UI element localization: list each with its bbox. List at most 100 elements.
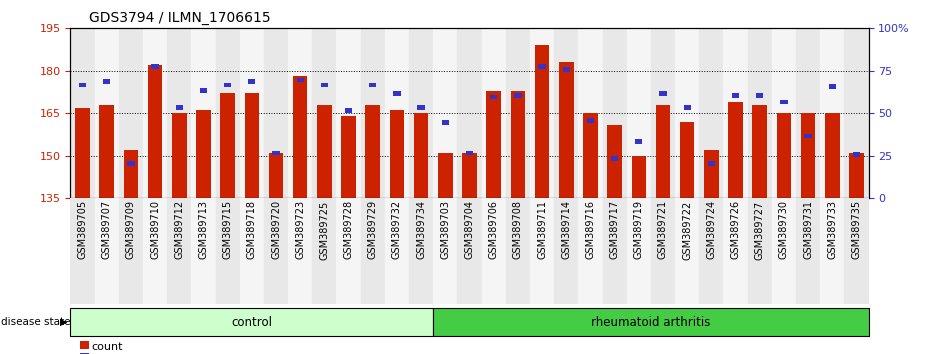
Bar xyxy=(530,198,554,304)
Bar xyxy=(297,78,304,82)
Text: GDS3794 / ILMN_1706615: GDS3794 / ILMN_1706615 xyxy=(89,11,270,25)
Bar xyxy=(288,198,313,304)
Bar xyxy=(128,161,134,166)
Text: GSM389711: GSM389711 xyxy=(537,200,547,259)
Bar xyxy=(731,93,739,98)
Bar xyxy=(418,105,424,109)
Text: GSM389735: GSM389735 xyxy=(852,200,861,259)
Bar xyxy=(747,28,772,198)
Bar xyxy=(723,28,747,198)
Bar xyxy=(801,113,815,198)
Text: GSM389733: GSM389733 xyxy=(827,200,838,259)
Bar xyxy=(608,125,622,198)
Bar xyxy=(772,198,796,304)
Bar xyxy=(659,91,667,96)
Bar xyxy=(655,105,670,198)
Bar xyxy=(853,152,860,157)
Bar xyxy=(409,198,433,304)
Bar xyxy=(700,198,723,304)
Bar xyxy=(390,110,404,198)
Text: GSM389721: GSM389721 xyxy=(658,200,668,259)
Bar xyxy=(248,79,255,84)
Bar xyxy=(361,28,385,198)
Bar xyxy=(796,198,820,304)
Bar xyxy=(635,139,642,143)
Bar xyxy=(192,28,216,198)
Bar xyxy=(216,28,239,198)
Text: GSM389713: GSM389713 xyxy=(198,200,208,259)
Bar xyxy=(439,153,453,198)
Bar xyxy=(336,28,361,198)
Bar xyxy=(626,28,651,198)
Bar xyxy=(239,28,264,198)
Bar xyxy=(708,161,715,166)
Text: GSM389728: GSM389728 xyxy=(344,200,354,259)
Bar xyxy=(603,28,626,198)
Bar xyxy=(457,198,482,304)
Bar xyxy=(272,151,280,155)
Text: GSM389714: GSM389714 xyxy=(562,200,571,259)
Text: GSM389717: GSM389717 xyxy=(609,200,620,259)
Bar xyxy=(124,150,138,198)
Bar xyxy=(747,198,772,304)
Text: GSM389724: GSM389724 xyxy=(706,200,716,259)
Bar xyxy=(239,198,264,304)
Bar xyxy=(538,64,546,69)
Bar xyxy=(119,28,143,198)
Bar xyxy=(75,108,90,198)
Bar xyxy=(756,93,763,98)
Bar xyxy=(80,353,89,354)
Bar xyxy=(361,198,385,304)
Text: ▶: ▶ xyxy=(60,317,68,327)
Text: GSM389704: GSM389704 xyxy=(465,200,474,259)
Bar xyxy=(482,198,506,304)
Bar xyxy=(345,108,352,113)
Bar xyxy=(369,83,377,87)
Bar xyxy=(70,308,433,336)
Bar xyxy=(829,84,836,89)
Text: GSM389716: GSM389716 xyxy=(585,200,595,259)
Bar xyxy=(336,198,361,304)
Text: disease state: disease state xyxy=(1,317,70,327)
Bar xyxy=(313,198,336,304)
Bar xyxy=(796,28,820,198)
Bar xyxy=(506,198,530,304)
Bar xyxy=(293,76,307,198)
Text: GSM389723: GSM389723 xyxy=(295,200,305,259)
Text: GSM389703: GSM389703 xyxy=(440,200,451,259)
Bar xyxy=(780,100,788,104)
Bar xyxy=(554,28,578,198)
Bar xyxy=(151,64,159,69)
Bar xyxy=(167,198,192,304)
Bar xyxy=(772,28,796,198)
Bar xyxy=(777,113,792,198)
Text: GSM389727: GSM389727 xyxy=(755,200,764,259)
Bar xyxy=(684,105,691,109)
Bar xyxy=(143,28,167,198)
Text: GSM389707: GSM389707 xyxy=(101,200,112,259)
Bar xyxy=(578,28,603,198)
Text: GSM389734: GSM389734 xyxy=(416,200,426,259)
Bar xyxy=(844,198,869,304)
Bar xyxy=(321,83,328,87)
Bar xyxy=(583,113,598,198)
Bar xyxy=(675,198,700,304)
Text: GSM389722: GSM389722 xyxy=(682,200,692,259)
Bar xyxy=(192,198,216,304)
Bar xyxy=(409,28,433,198)
Bar xyxy=(70,198,95,304)
Bar xyxy=(559,62,574,198)
Bar xyxy=(143,198,167,304)
Bar xyxy=(119,198,143,304)
Text: GSM389730: GSM389730 xyxy=(779,200,789,259)
Bar xyxy=(200,88,208,92)
Bar xyxy=(100,105,114,198)
Bar xyxy=(79,83,86,87)
Bar xyxy=(313,28,336,198)
Bar xyxy=(680,122,695,198)
Text: GSM389720: GSM389720 xyxy=(271,200,281,259)
Text: count: count xyxy=(91,342,123,352)
Bar xyxy=(385,198,409,304)
Bar xyxy=(820,198,844,304)
Bar xyxy=(221,93,235,198)
